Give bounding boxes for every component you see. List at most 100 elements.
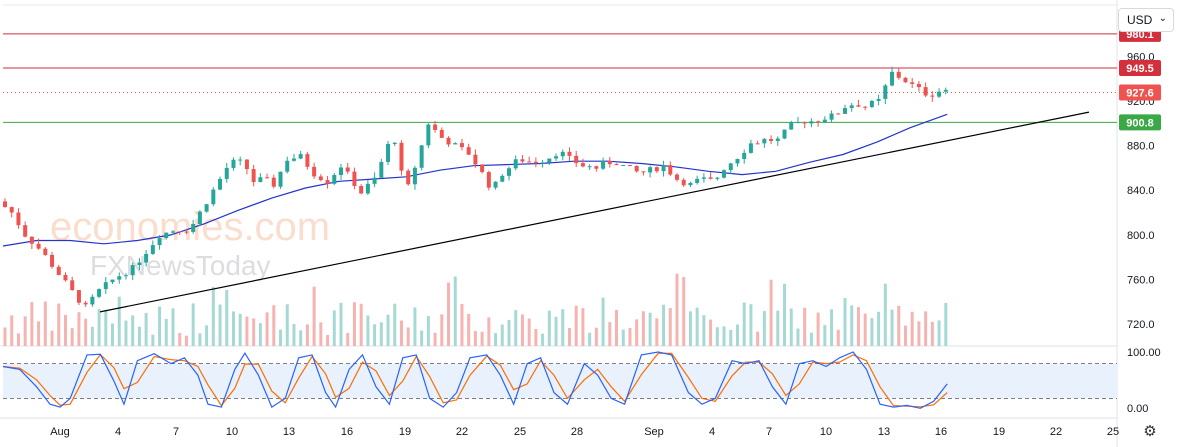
candle-body [856, 105, 861, 107]
volume-bar [729, 329, 733, 346]
candle-body [876, 98, 881, 101]
candle-body [386, 143, 391, 162]
volume-bar [84, 318, 88, 346]
candle-body [701, 177, 706, 179]
stochastic-axis: 100.00 0.00 [1127, 347, 1161, 415]
candle-body [150, 245, 155, 254]
level-label-900.8: 900.8 [1126, 117, 1154, 129]
volume-bar [373, 324, 377, 346]
volume-bar [809, 332, 813, 346]
volume-bar [473, 330, 477, 346]
candle-body [318, 176, 323, 181]
volume-bar [675, 273, 679, 346]
candle-body [406, 170, 411, 185]
currency-select[interactable]: USD ⌄ [1118, 8, 1174, 32]
candle-body [883, 85, 888, 99]
chevron-down-icon: ⌄ [1158, 13, 1167, 24]
support-trendline[interactable] [99, 111, 1090, 313]
volume-bar [272, 305, 276, 346]
candle-body [392, 142, 397, 144]
volume-bar [305, 324, 309, 346]
volume-bar [292, 323, 296, 346]
volume-bar [843, 298, 847, 346]
volume-bar [319, 322, 323, 346]
volume-bar [917, 321, 921, 346]
price-tick-label: 720.0 [1127, 319, 1155, 331]
candle-body [567, 151, 572, 156]
volume-bar [688, 311, 692, 346]
candle-body [312, 166, 317, 177]
horizontal-levels[interactable] [3, 33, 1117, 123]
currency-label: USD [1127, 13, 1153, 27]
candle-body [238, 159, 243, 161]
volume-bar [762, 311, 766, 346]
stochastic-lines [2, 351, 948, 409]
candle-body [910, 82, 915, 84]
time-axis[interactable]: Aug 4 7 10 13 16 19 22 25 28 Sep 4 7 10 13 16 19 22 25 [50, 426, 1119, 438]
candle-body [742, 152, 747, 160]
candle-body [36, 243, 41, 249]
volume-bar [648, 312, 652, 346]
gear-icon[interactable]: ⚙ [1143, 423, 1157, 440]
volume-bar [621, 329, 625, 346]
volume-bar [890, 309, 894, 346]
volume-bar [668, 308, 672, 346]
candle-body [789, 122, 794, 130]
candle-body [869, 100, 874, 108]
volume-bar [413, 307, 417, 346]
candle-body [634, 165, 639, 172]
volume-bar [507, 319, 511, 346]
volume-bar [709, 319, 713, 346]
volume-bar [722, 326, 726, 346]
candle-body [137, 262, 142, 266]
volume-bar [3, 327, 7, 346]
candle-body [211, 189, 216, 205]
volume-bar [205, 325, 209, 346]
candle-body [748, 143, 753, 153]
candle-body [654, 167, 659, 172]
candle-body [688, 182, 693, 186]
price-tick-label: 800.0 [1127, 230, 1155, 242]
candle-body [782, 129, 787, 139]
candle-body [365, 183, 370, 194]
candle-body [50, 254, 55, 267]
volume-bar [662, 304, 666, 346]
volume-bar [937, 320, 941, 346]
volume-bar [158, 306, 162, 346]
volume-bar [594, 327, 598, 346]
candle-body [16, 212, 21, 226]
candle-body [339, 167, 343, 175]
volume-bar [534, 328, 538, 346]
time-tick-label: 10 [820, 426, 832, 438]
candle-body [83, 302, 88, 305]
volume-bar [171, 308, 175, 346]
trendline[interactable] [99, 111, 1090, 313]
volume-bar [23, 316, 27, 346]
candle-body [822, 119, 827, 123]
candle-body [762, 138, 767, 144]
volume-bar [655, 318, 659, 346]
candle-body [513, 159, 518, 169]
candle-body [433, 124, 438, 130]
candle-body [587, 166, 592, 168]
volume-bar [836, 329, 840, 346]
time-tick-label: 10 [226, 426, 238, 438]
time-tick-label: 4 [115, 426, 121, 438]
volume-bar [399, 320, 403, 346]
candle-body [473, 154, 478, 165]
volume-bar [480, 331, 484, 346]
time-tick-label: 7 [766, 426, 772, 438]
volume-bar [702, 315, 706, 346]
volume-bar [131, 315, 135, 346]
volume-bar [379, 322, 383, 346]
candle-body [23, 225, 28, 237]
volume-bar [460, 304, 464, 346]
candle-body [849, 105, 854, 109]
price-tick-label: 760.0 [1127, 275, 1155, 287]
volume-bar [77, 312, 81, 346]
volume-bar [635, 319, 639, 346]
volume-bar [137, 326, 141, 346]
volume-bar [783, 283, 787, 346]
